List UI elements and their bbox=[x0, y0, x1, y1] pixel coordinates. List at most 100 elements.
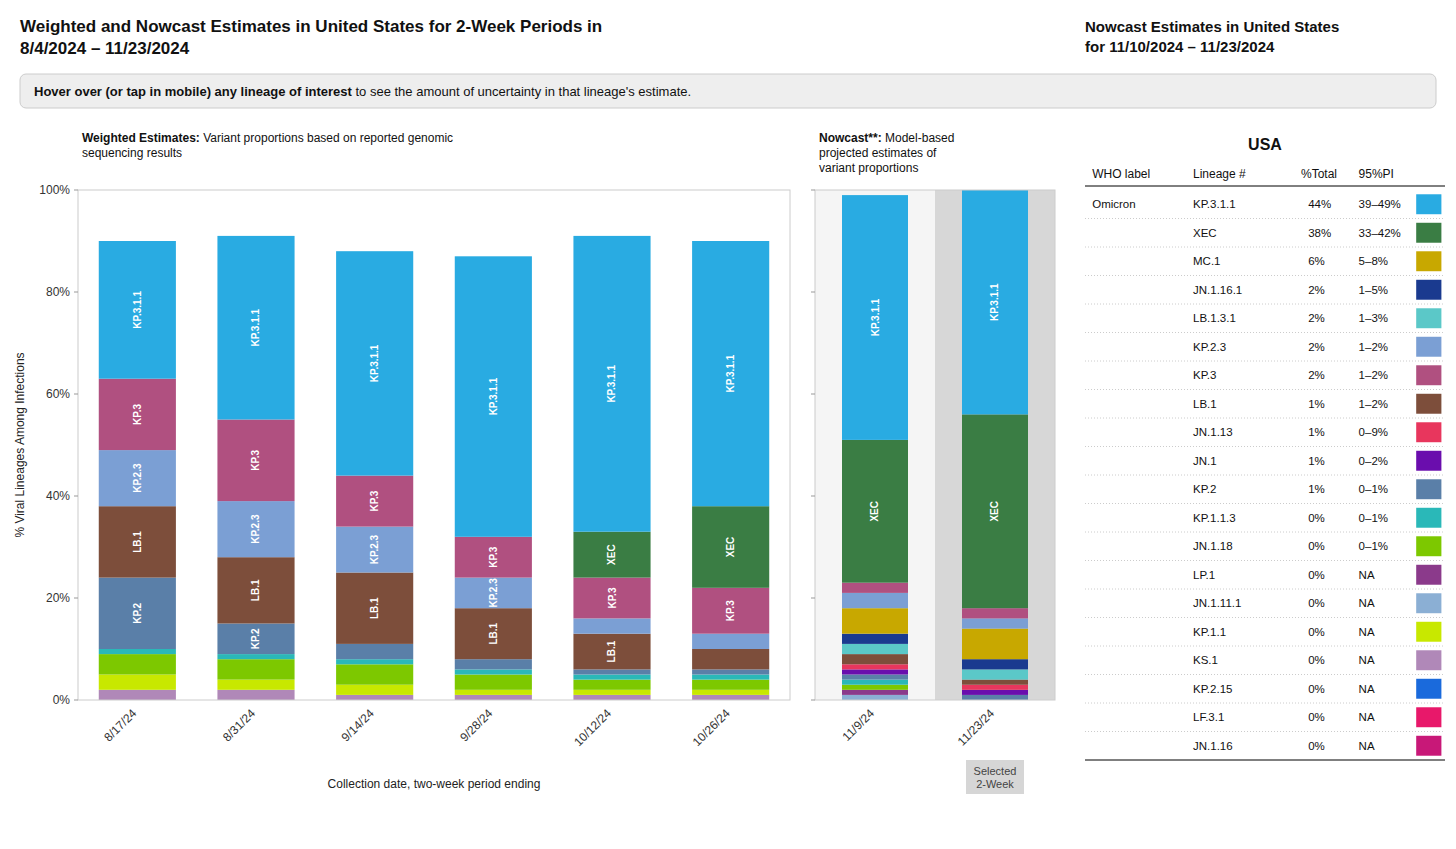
table-swatch bbox=[1416, 194, 1441, 214]
table-swatch bbox=[1416, 622, 1441, 642]
table-swatch bbox=[1416, 479, 1441, 499]
table-percent: 0% bbox=[1308, 740, 1325, 752]
bar-segment bbox=[217, 624, 294, 655]
x-tick-label: 10/12/24 bbox=[571, 706, 614, 749]
segment-label: LB.1 bbox=[132, 531, 143, 553]
panel-subtitle-bold-part: Nowcast**: bbox=[819, 131, 882, 145]
table-swatch bbox=[1416, 593, 1441, 613]
segment-label: KP.2.3 bbox=[132, 463, 143, 493]
selected-period-label-line: Selected bbox=[974, 765, 1017, 777]
bar-segment bbox=[842, 685, 908, 690]
table-divider bbox=[1085, 560, 1445, 561]
table-percent: 2% bbox=[1308, 312, 1325, 324]
chart-canvas: Weighted and Nowcast Estimates in United… bbox=[0, 0, 1456, 849]
table-divider bbox=[1085, 361, 1445, 362]
table-lineage: KS.1 bbox=[1193, 654, 1218, 666]
bar-segment bbox=[573, 236, 650, 532]
bar-segment bbox=[217, 557, 294, 623]
table-percent: 0% bbox=[1308, 626, 1325, 638]
table-column-header: WHO label bbox=[1092, 167, 1150, 181]
bar-segment bbox=[842, 593, 908, 608]
table-percent: 1% bbox=[1308, 455, 1325, 467]
segment-label: KP.3.1.1 bbox=[870, 298, 881, 336]
table-divider bbox=[1085, 731, 1445, 732]
segment-label: KP.2.3 bbox=[369, 534, 380, 564]
bar-segment bbox=[336, 527, 413, 573]
table-interval: NA bbox=[1359, 569, 1375, 581]
table-divider bbox=[1085, 617, 1445, 618]
table-interval: NA bbox=[1359, 597, 1375, 609]
bar-segment bbox=[217, 501, 294, 557]
x-tick-label: 9/28/24 bbox=[457, 706, 495, 744]
table-header: USA bbox=[1248, 136, 1282, 153]
bar-segment bbox=[573, 695, 650, 700]
bar-segment bbox=[573, 578, 650, 619]
panel-subtitle-bold-part: Weighted Estimates: bbox=[82, 131, 200, 145]
table-swatch bbox=[1416, 736, 1441, 756]
bar-segment bbox=[336, 685, 413, 695]
table-swatch bbox=[1416, 565, 1441, 585]
table-divider bbox=[1085, 589, 1445, 590]
table-lineage: KP.1.1 bbox=[1193, 626, 1226, 638]
segment-label: LB.1 bbox=[607, 640, 618, 662]
x-tick-label: 8/31/24 bbox=[220, 706, 258, 744]
chart-title: Weighted and Nowcast Estimates in United… bbox=[20, 17, 602, 58]
bar-segment bbox=[336, 659, 413, 664]
table-interval: NA bbox=[1359, 683, 1375, 695]
segment-label: KP.3.1.1 bbox=[251, 308, 262, 346]
bar-segment bbox=[336, 573, 413, 644]
segment-label: KP.3.1.1 bbox=[132, 291, 143, 329]
bar-segment bbox=[99, 506, 176, 577]
table-lineage: JN.1.18 bbox=[1193, 540, 1233, 552]
bar-segment bbox=[217, 420, 294, 502]
panel-subtitle: Weighted Estimates: Variant proportions … bbox=[82, 131, 453, 160]
bars-group bbox=[99, 236, 769, 700]
table-divider bbox=[1085, 446, 1445, 447]
y-tick-label: 40% bbox=[46, 489, 70, 503]
segment-label: KP.2.3 bbox=[251, 514, 262, 544]
panel-subtitle-line: variant proportions bbox=[819, 161, 918, 175]
bar-segment bbox=[842, 654, 908, 664]
panel-subtitle: Nowcast**: Model-basedprojected estimate… bbox=[819, 131, 954, 175]
table-title: Nowcast Estimates in United Statesfor 11… bbox=[1085, 18, 1339, 55]
bar-segment bbox=[336, 644, 413, 659]
table-interval: 0–1% bbox=[1359, 483, 1388, 495]
table-interval: 1–2% bbox=[1359, 398, 1388, 410]
bar-segment bbox=[455, 695, 532, 700]
table-divider bbox=[1085, 532, 1445, 533]
bar-segment bbox=[455, 675, 532, 690]
x-tick-label: 11/9/24 bbox=[840, 706, 878, 744]
bar-segment bbox=[217, 236, 294, 420]
bar-segment bbox=[336, 251, 413, 475]
y-tick bbox=[74, 292, 78, 293]
y-tick bbox=[811, 496, 815, 497]
table-interval: NA bbox=[1359, 711, 1375, 723]
plot-frame bbox=[815, 190, 1055, 700]
segment-label: KP.2 bbox=[251, 628, 262, 649]
table-swatch bbox=[1416, 508, 1441, 528]
bar-segment bbox=[962, 608, 1028, 618]
banner-text: Hover over (or tap in mobile) any lineag… bbox=[34, 84, 691, 99]
bar-segment bbox=[962, 190, 1028, 414]
table-lineage: MC.1 bbox=[1193, 255, 1220, 267]
table-interval: 39–49% bbox=[1359, 198, 1401, 210]
bar-segment bbox=[962, 659, 1028, 669]
bar-segment bbox=[842, 440, 908, 583]
bar-segment bbox=[842, 608, 908, 634]
table-divider bbox=[1085, 475, 1445, 476]
table-interval: 5–8% bbox=[1359, 255, 1388, 267]
table-lineage: KP.2.15 bbox=[1193, 683, 1232, 695]
table-percent: 0% bbox=[1308, 512, 1325, 524]
banner-text-part: to see the amount of uncertainty in that… bbox=[352, 84, 691, 99]
segment-label: XEC bbox=[607, 544, 618, 565]
bar-segment bbox=[217, 659, 294, 679]
bar-segment bbox=[455, 690, 532, 695]
segment-label: KP.2.3 bbox=[488, 578, 499, 608]
bar-segment bbox=[842, 634, 908, 644]
y-tick bbox=[74, 598, 78, 599]
x-tick-label: 11/23/24 bbox=[955, 706, 998, 749]
table-divider bbox=[1085, 247, 1445, 248]
table-title-line: for 11/10/2024 – 11/23/2024 bbox=[1085, 38, 1275, 55]
selected-period-label-line: 2-Week bbox=[976, 778, 1014, 790]
bar-segment bbox=[962, 680, 1028, 685]
